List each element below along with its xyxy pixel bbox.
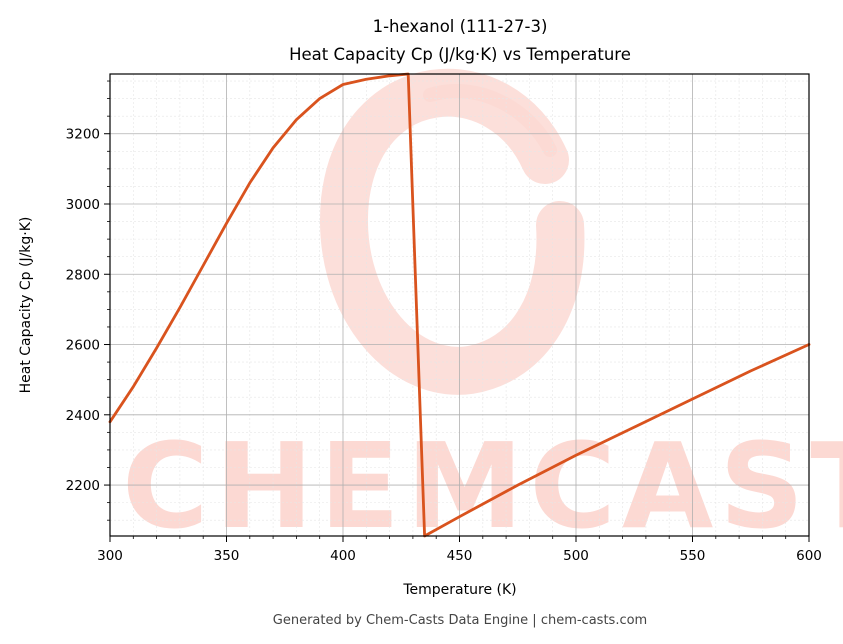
x-tick-label: 350 bbox=[214, 548, 240, 564]
watermark-logo-stroke bbox=[423, 84, 557, 157]
watermark-logo-icon bbox=[320, 68, 585, 395]
y-tick-label: 3000 bbox=[66, 197, 100, 213]
y-tick-label: 3200 bbox=[66, 127, 100, 143]
x-tick-label: 550 bbox=[680, 548, 706, 564]
chart-title-line-2: Heat Capacity Cp (J/kg·K) vs Temperature bbox=[289, 45, 631, 64]
x-tick-label: 450 bbox=[447, 548, 473, 564]
series-layer bbox=[108, 72, 811, 538]
footer-text: Generated by Chem-Casts Data Engine | ch… bbox=[273, 613, 647, 628]
y-tick-label: 2800 bbox=[66, 267, 100, 283]
x-tick-label: 400 bbox=[330, 548, 356, 564]
x-tick-label: 600 bbox=[796, 548, 822, 564]
x-axis-label: Temperature (K) bbox=[402, 582, 516, 598]
grid bbox=[109, 74, 810, 536]
chart-title-line-1: 1-hexanol (111-27-3) bbox=[373, 17, 548, 36]
x-tick-label: 500 bbox=[563, 548, 589, 564]
series-line bbox=[108, 72, 811, 538]
y-tick-label: 2200 bbox=[66, 478, 100, 494]
ticks: 300 350 400 450 500 550 600 2200 2400 2600 2800 300… bbox=[66, 80, 822, 564]
y-tick-label: 2400 bbox=[66, 408, 100, 424]
y-tick-label: 2600 bbox=[66, 338, 100, 354]
y-axis-label: Heat Capacity Cp (J/kg·K) bbox=[18, 217, 34, 394]
x-tick-label: 300 bbox=[97, 548, 123, 564]
